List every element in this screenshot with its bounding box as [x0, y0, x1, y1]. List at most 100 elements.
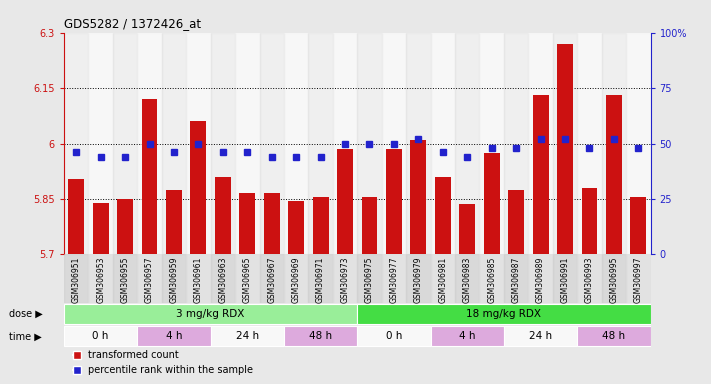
Bar [333, 254, 358, 303]
Bar [455, 254, 479, 303]
Bar [210, 33, 235, 254]
Text: GSM306983: GSM306983 [463, 257, 472, 303]
Bar [284, 254, 309, 303]
Text: GSM306985: GSM306985 [487, 257, 496, 303]
Bar [602, 33, 626, 254]
Text: 4 h: 4 h [459, 331, 476, 341]
Bar [582, 188, 597, 254]
Bar [64, 33, 88, 254]
Bar [210, 326, 284, 346]
Bar [406, 33, 431, 254]
Bar [113, 33, 137, 254]
Bar [235, 33, 260, 254]
Bar [357, 304, 651, 324]
Bar [137, 33, 162, 254]
Bar [333, 33, 358, 254]
Bar [137, 326, 210, 346]
Text: GSM306993: GSM306993 [585, 257, 594, 303]
Text: 48 h: 48 h [309, 331, 332, 341]
Bar [459, 205, 475, 254]
Text: GSM306981: GSM306981 [438, 257, 447, 303]
Bar [626, 33, 651, 254]
Text: GSM306991: GSM306991 [560, 257, 570, 303]
Bar [64, 304, 358, 324]
Text: 0 h: 0 h [386, 331, 402, 341]
Bar [602, 254, 626, 303]
Bar [553, 33, 577, 254]
Text: GSM306963: GSM306963 [218, 257, 228, 303]
Text: GSM306959: GSM306959 [169, 257, 178, 303]
Text: GSM306969: GSM306969 [292, 257, 301, 303]
Bar [166, 190, 182, 254]
Text: GSM306997: GSM306997 [634, 257, 643, 303]
Bar [386, 149, 402, 254]
Bar [284, 33, 309, 254]
Bar [92, 203, 109, 254]
Bar [483, 153, 500, 254]
Text: GSM306979: GSM306979 [414, 257, 423, 303]
Text: GSM306971: GSM306971 [316, 257, 325, 303]
Text: GDS5282 / 1372426_at: GDS5282 / 1372426_at [64, 17, 201, 30]
Bar [260, 33, 284, 254]
Text: GSM306951: GSM306951 [72, 257, 81, 303]
Bar [431, 326, 504, 346]
Bar [626, 254, 651, 303]
Bar [186, 254, 210, 303]
Text: GSM306989: GSM306989 [536, 257, 545, 303]
Bar [504, 254, 528, 303]
Bar [309, 33, 333, 254]
Bar [557, 44, 573, 254]
Bar [68, 179, 84, 254]
Text: 0 h: 0 h [92, 331, 109, 341]
Bar [455, 33, 479, 254]
Text: GSM306967: GSM306967 [267, 257, 277, 303]
Bar [577, 326, 651, 346]
Bar [431, 254, 455, 303]
Bar [64, 326, 137, 346]
Text: 3 mg/kg RDX: 3 mg/kg RDX [176, 309, 245, 319]
Bar [215, 177, 231, 254]
Text: 24 h: 24 h [529, 331, 552, 341]
Text: GSM306975: GSM306975 [365, 257, 374, 303]
Bar [309, 254, 333, 303]
Text: 18 mg/kg RDX: 18 mg/kg RDX [466, 309, 541, 319]
Bar [162, 33, 186, 254]
Bar [504, 326, 577, 346]
Text: GSM306965: GSM306965 [242, 257, 252, 303]
Bar [382, 33, 406, 254]
Bar [533, 96, 548, 254]
Text: 48 h: 48 h [602, 331, 626, 341]
Bar [191, 121, 206, 254]
Bar [162, 254, 186, 303]
Text: 4 h: 4 h [166, 331, 182, 341]
Bar [137, 254, 162, 303]
Bar [260, 254, 284, 303]
Bar [141, 99, 157, 254]
Bar [479, 33, 504, 254]
Bar [235, 254, 260, 303]
Bar [553, 254, 577, 303]
Text: 24 h: 24 h [236, 331, 259, 341]
Bar [357, 254, 382, 303]
Bar [240, 194, 255, 254]
Text: GSM306955: GSM306955 [121, 257, 129, 303]
Bar [113, 254, 137, 303]
Text: GSM306957: GSM306957 [145, 257, 154, 303]
Bar [264, 194, 279, 254]
Bar [88, 33, 113, 254]
Bar [357, 33, 382, 254]
Bar [88, 254, 113, 303]
Bar [117, 199, 133, 254]
Bar [337, 149, 353, 254]
Bar [528, 254, 553, 303]
Text: time ▶: time ▶ [9, 331, 42, 341]
Bar [362, 197, 378, 254]
Bar [288, 201, 304, 254]
Bar [210, 254, 235, 303]
Bar [186, 33, 210, 254]
Bar [435, 177, 451, 254]
Bar [431, 33, 455, 254]
Bar [382, 254, 406, 303]
Bar [508, 190, 524, 254]
Text: GSM306987: GSM306987 [512, 257, 520, 303]
